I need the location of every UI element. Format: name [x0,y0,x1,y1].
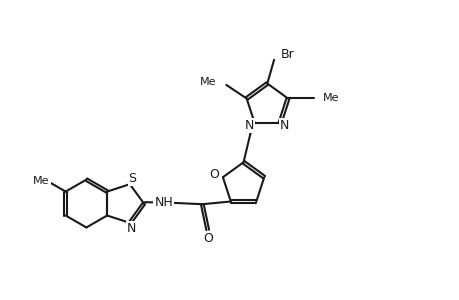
Text: Br: Br [280,48,294,61]
Text: S: S [129,172,136,185]
Text: O: O [202,232,212,245]
Text: Me: Me [323,94,339,103]
Text: NH: NH [154,196,173,209]
Text: O: O [209,168,219,181]
Text: N: N [280,119,289,132]
Text: N: N [245,119,254,132]
Text: Me: Me [33,176,50,186]
Text: N: N [126,222,135,235]
Text: Me: Me [200,77,216,87]
